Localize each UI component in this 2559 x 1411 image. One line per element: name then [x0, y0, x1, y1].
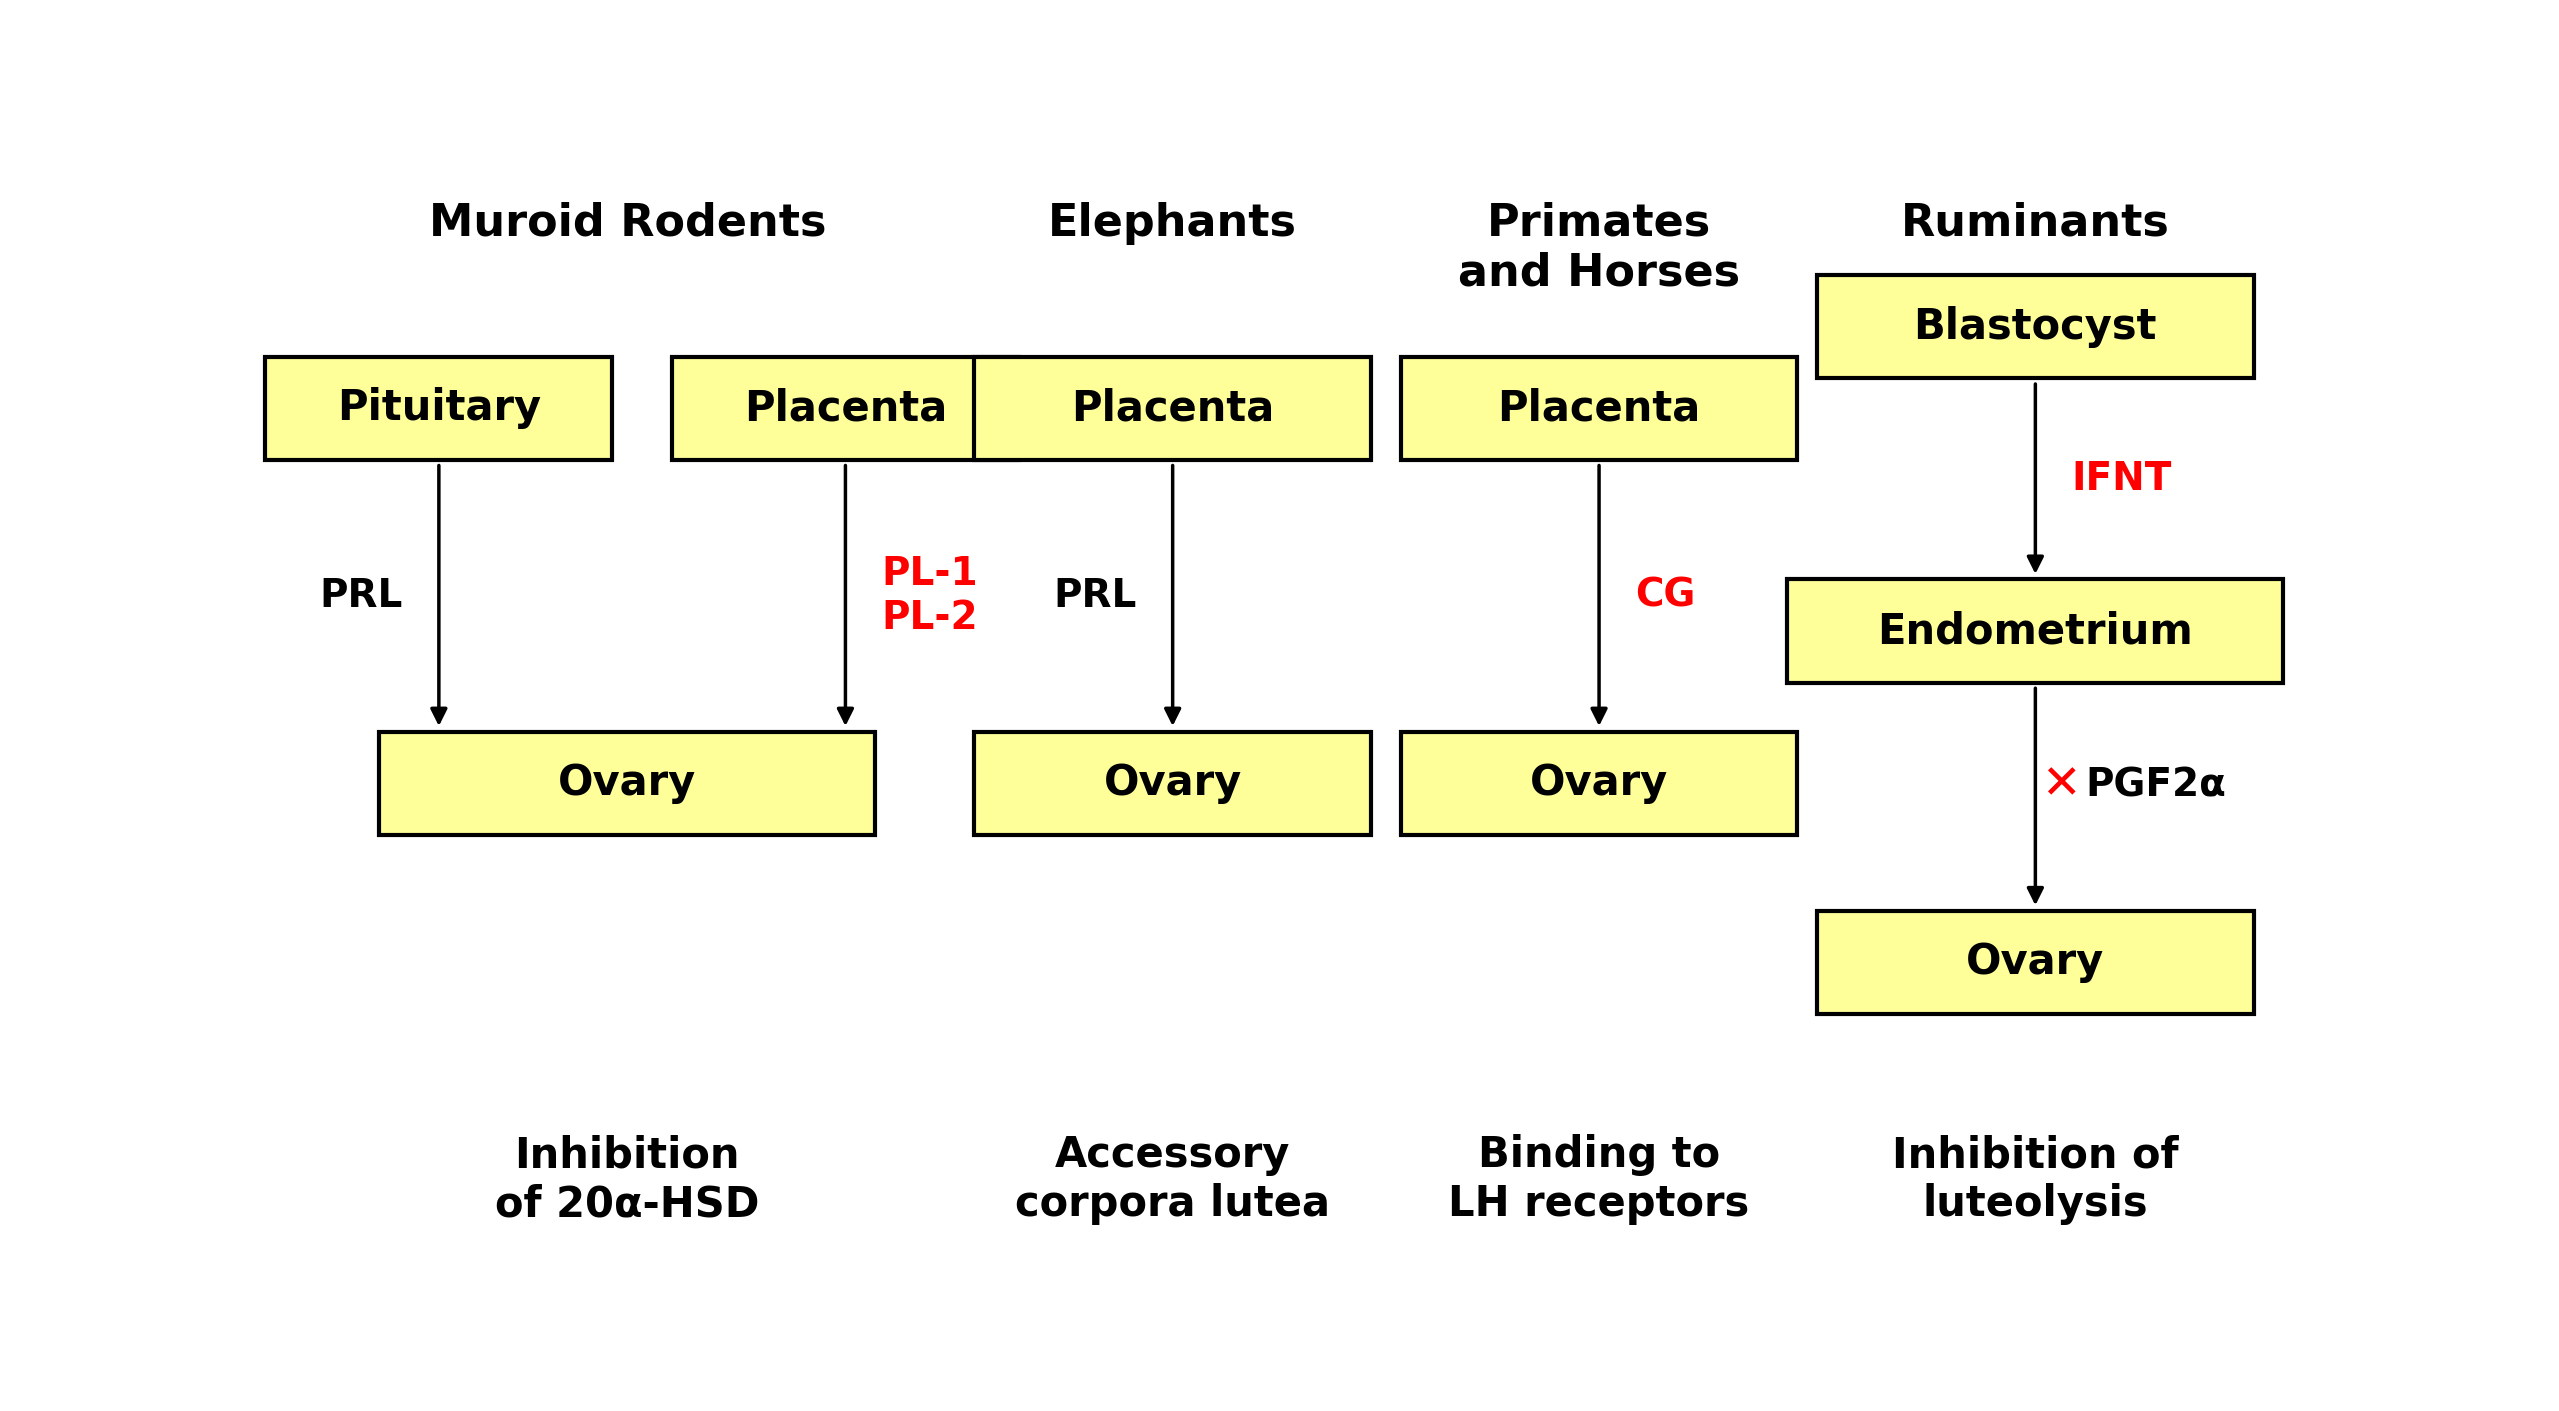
FancyBboxPatch shape [975, 731, 1372, 835]
Text: Blastocyst: Blastocyst [1914, 306, 2157, 349]
Text: Placenta: Placenta [1497, 388, 1702, 429]
Text: IFNT: IFNT [2070, 460, 2173, 498]
Text: Muroid Rodents: Muroid Rodents [427, 202, 827, 246]
Text: Ovary: Ovary [1965, 941, 2103, 983]
Text: PGF2α: PGF2α [2086, 768, 2226, 804]
Text: PRL: PRL [320, 577, 404, 615]
Text: Inhibition
of 20α-HSD: Inhibition of 20α-HSD [494, 1134, 760, 1225]
Text: Elephants: Elephants [1049, 202, 1297, 246]
Text: Ovary: Ovary [558, 762, 696, 804]
FancyBboxPatch shape [266, 357, 612, 460]
FancyBboxPatch shape [673, 357, 1018, 460]
Text: Ovary: Ovary [1530, 762, 1668, 804]
FancyBboxPatch shape [1786, 580, 2283, 683]
Text: Accessory
corpora lutea: Accessory corpora lutea [1016, 1134, 1331, 1225]
FancyBboxPatch shape [1817, 275, 2254, 378]
Text: Placenta: Placenta [1072, 388, 1274, 429]
FancyBboxPatch shape [975, 357, 1372, 460]
Text: PRL: PRL [1054, 577, 1136, 615]
FancyBboxPatch shape [379, 731, 875, 835]
Text: Ovary: Ovary [1103, 762, 1241, 804]
Text: PL-1
PL-2: PL-1 PL-2 [880, 555, 978, 636]
Text: Pituitary: Pituitary [338, 388, 540, 429]
Text: Endometrium: Endometrium [1878, 610, 2193, 652]
Text: Binding to
LH receptors: Binding to LH receptors [1448, 1134, 1750, 1225]
Text: CG: CG [1635, 577, 1694, 615]
FancyBboxPatch shape [1817, 912, 2254, 1015]
FancyBboxPatch shape [1400, 357, 1796, 460]
Text: Placenta: Placenta [745, 388, 947, 429]
Text: ✕: ✕ [2042, 763, 2080, 809]
Text: Inhibition of
luteolysis: Inhibition of luteolysis [1891, 1134, 2178, 1225]
Text: Primates
and Horses: Primates and Horses [1459, 202, 1740, 295]
Text: Ruminants: Ruminants [1901, 202, 2170, 246]
FancyBboxPatch shape [1400, 731, 1796, 835]
